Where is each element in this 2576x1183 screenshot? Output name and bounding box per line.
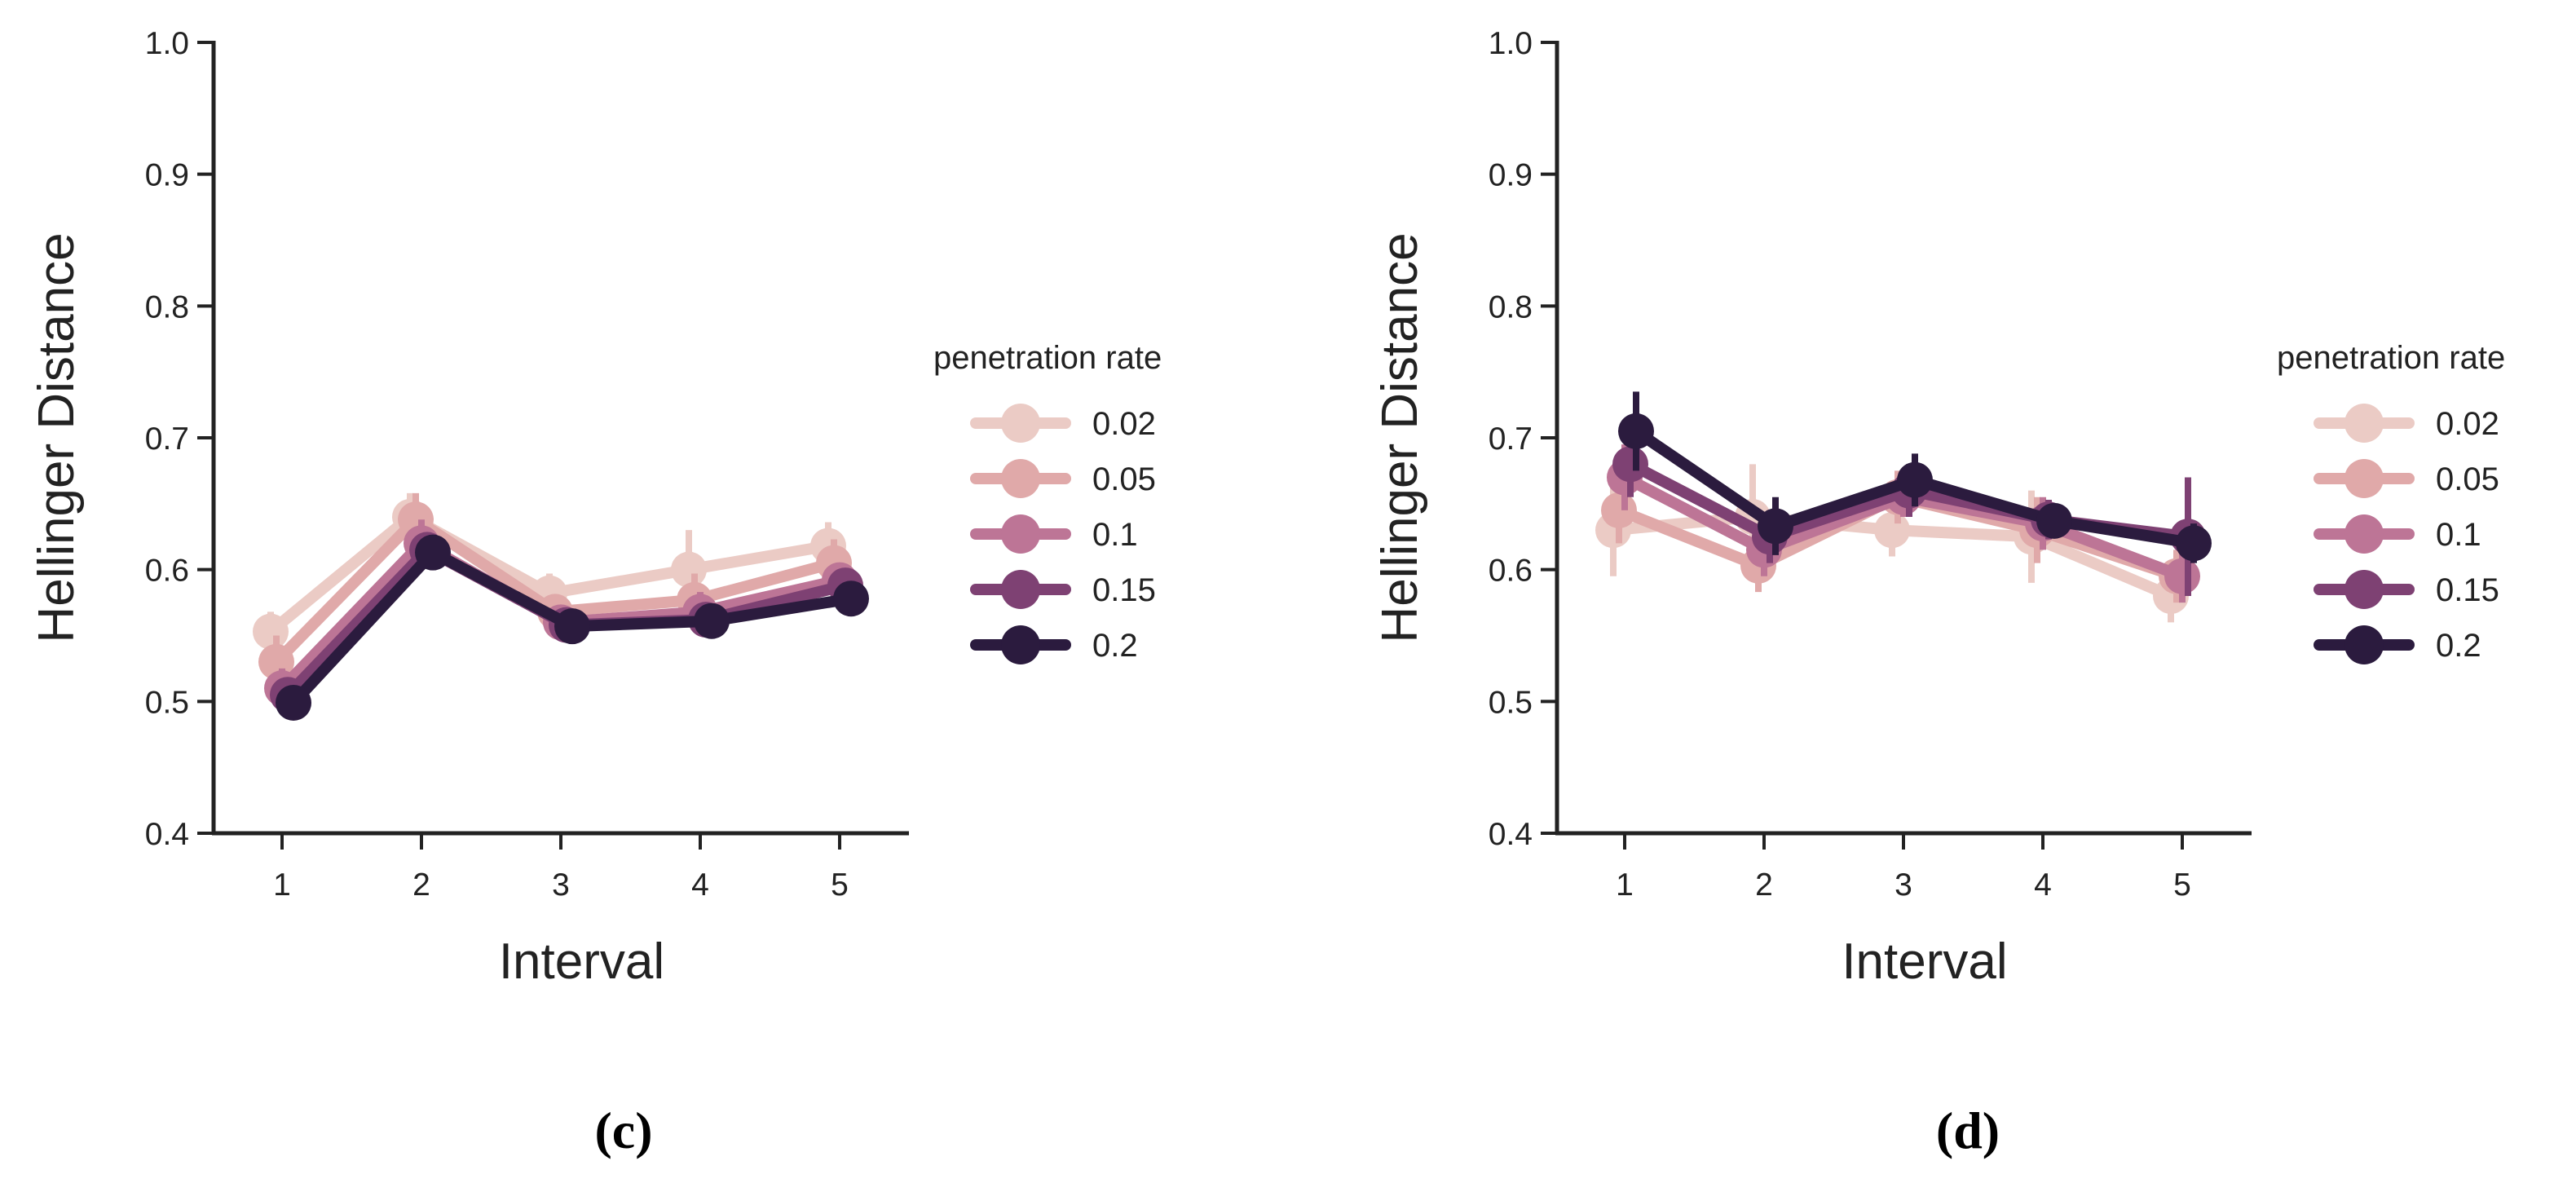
x-tick-label: 1 — [273, 867, 291, 903]
data-point — [2176, 525, 2212, 562]
legend-label: 0.1 — [2436, 517, 2481, 553]
y-tick-label: 0.4 — [145, 817, 189, 852]
data-point — [415, 534, 451, 571]
panel-caption: (c) — [594, 1101, 652, 1159]
y-tick-label: 0.7 — [1489, 422, 1533, 457]
data-point — [671, 551, 707, 588]
y-tick-label: 0.6 — [145, 554, 189, 589]
chart-panel-d: 0.4 0.5 0.6 0.7 0.8 0.9 1.0 1 2 3 4 5 Interval Hellin… — [1372, 26, 2505, 1159]
data-point — [1618, 413, 1654, 449]
data-point — [1874, 512, 1910, 549]
legend-label: 0.05 — [1092, 461, 1156, 497]
data-point — [1758, 508, 1793, 545]
x-tick-label: 2 — [1755, 867, 1773, 903]
y-tick-label: 0.9 — [145, 158, 189, 193]
legend-label: 0.1 — [1092, 517, 1138, 553]
y-axis-label: Hellinger Distance — [29, 232, 85, 642]
data-point — [694, 603, 730, 639]
x-axis-label: Interval — [1842, 934, 2007, 990]
legend-label: 0.2 — [1092, 628, 1138, 664]
legend-swatch-marker — [2344, 570, 2384, 609]
legend-label: 0.02 — [2436, 406, 2499, 442]
legend-swatch-marker — [2344, 514, 2384, 554]
data-point — [1601, 492, 1637, 528]
legend-swatch-marker — [1001, 404, 1040, 443]
y-tick-label: 0.8 — [1489, 289, 1533, 324]
x-tick-label: 5 — [2173, 867, 2191, 903]
series-0.2 — [276, 534, 869, 721]
legend-label: 0.05 — [2436, 461, 2499, 497]
legend-swatch-marker — [1001, 570, 1040, 609]
legend: penetration rate 0.02 0.05 0.1 0.15 0.2 — [933, 340, 1162, 664]
y-tick-label: 0.7 — [145, 422, 189, 457]
y-tick-label: 1.0 — [1489, 26, 1533, 61]
x-tick-label: 4 — [2034, 867, 2052, 903]
legend-swatch-marker — [1001, 459, 1040, 498]
legend: penetration rate 0.02 0.05 0.1 0.15 0.2 — [2277, 340, 2505, 664]
data-point — [276, 684, 311, 721]
y-tick-label: 1.0 — [145, 26, 189, 61]
chart-panel-c: 0.4 0.5 0.6 0.7 0.8 0.9 1.0 1 2 3 4 5 Interval Hellin… — [29, 26, 1162, 1159]
legend-swatch-marker — [1001, 625, 1040, 664]
y-axis-label: Hellinger Distance — [1372, 232, 1428, 642]
series-0.2 — [1618, 391, 2212, 563]
y-tick-label: 0.5 — [145, 685, 189, 720]
legend-label: 0.15 — [1092, 572, 1156, 608]
y-tick-label: 0.6 — [1489, 554, 1533, 589]
x-tick-label: 5 — [831, 867, 849, 903]
data-point — [2036, 502, 2072, 539]
legend-label: 0.2 — [2436, 628, 2481, 664]
x-tick-label: 3 — [552, 867, 570, 903]
y-tick-label: 0.9 — [1489, 158, 1533, 193]
legend-title: penetration rate — [933, 340, 1162, 376]
legend-label: 0.02 — [1092, 406, 1156, 442]
legend-swatch-marker — [2344, 625, 2384, 664]
legend-label: 0.15 — [2436, 572, 2499, 608]
x-tick-label: 4 — [691, 867, 709, 903]
y-tick-label: 0.4 — [1489, 817, 1533, 852]
y-tick-label: 0.8 — [145, 289, 189, 324]
legend-swatch-marker — [2344, 459, 2384, 498]
legend-swatch-marker — [1001, 514, 1040, 554]
x-axis-label: Interval — [499, 934, 664, 990]
panel-caption: (d) — [1936, 1101, 2000, 1159]
legend-swatch-marker — [2344, 404, 2384, 443]
data-point — [554, 608, 590, 645]
data-point — [2164, 558, 2200, 594]
y-tick-label: 0.5 — [1489, 685, 1533, 720]
data-point — [833, 580, 869, 617]
x-tick-label: 1 — [1616, 867, 1634, 903]
x-tick-label: 2 — [412, 867, 430, 903]
data-point — [253, 613, 289, 650]
data-point — [1897, 461, 1933, 498]
data-point — [1612, 446, 1648, 483]
legend-title: penetration rate — [2277, 340, 2505, 376]
x-tick-label: 3 — [1895, 867, 1912, 903]
